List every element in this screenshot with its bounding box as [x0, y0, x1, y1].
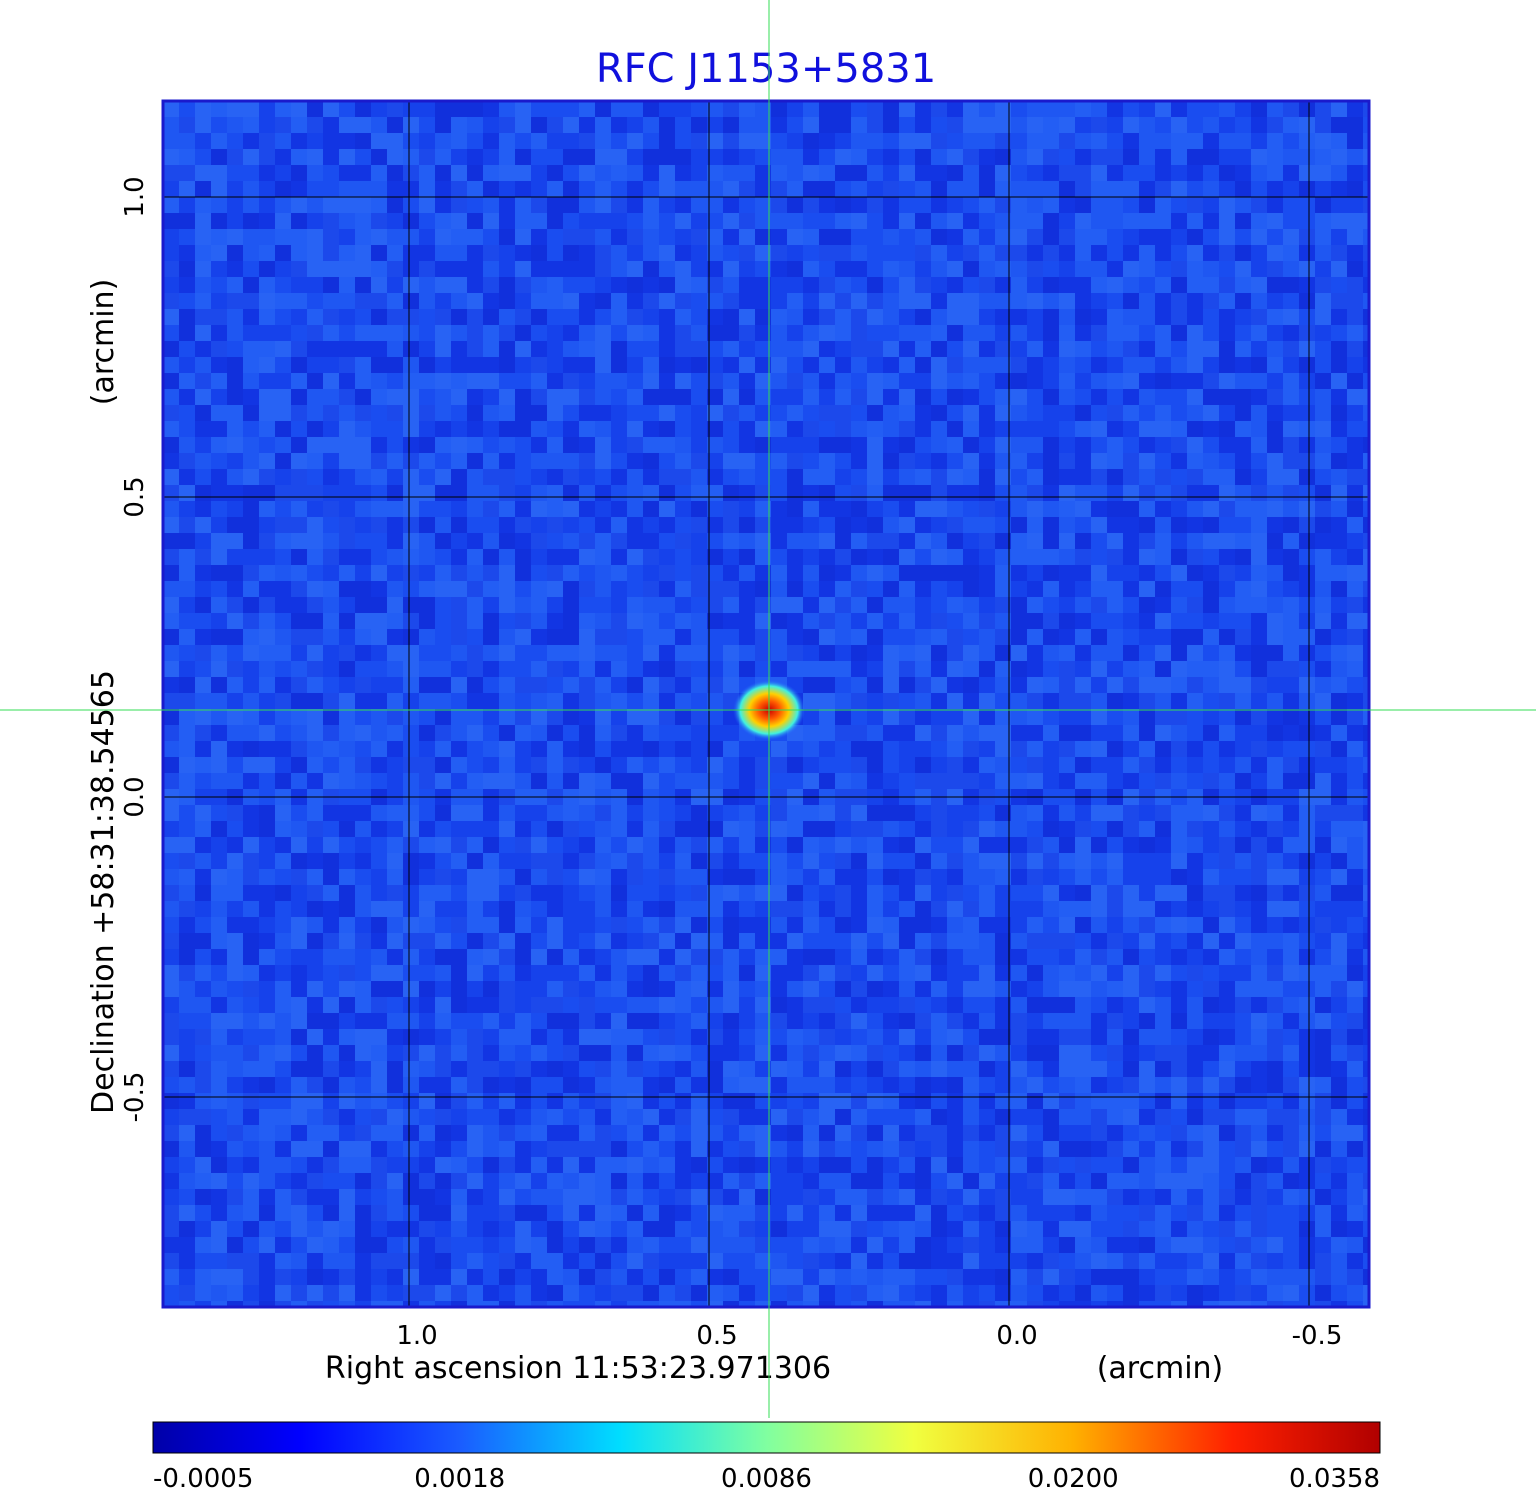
colorbar — [152, 1421, 1381, 1454]
x-axis-label: Right ascension 11:53:23.971306 — [325, 1351, 831, 1386]
x-tick-label: 1.0 — [396, 1321, 437, 1351]
y-tick-label: 1.0 — [120, 176, 150, 217]
y-tick-labels: 1.0 0.5 0.0 -0.5 — [120, 176, 150, 1122]
chart-title: RFC J1153+5831 — [596, 46, 936, 92]
y-tick-label: 0.5 — [120, 476, 150, 517]
y-tick-label: -0.5 — [120, 1072, 150, 1123]
noise-cells — [163, 101, 1369, 1307]
x-tick-label: 0.5 — [696, 1321, 737, 1351]
plot-frame — [161, 99, 1371, 1309]
x-tick-label: -0.5 — [1292, 1321, 1343, 1351]
x-tick-labels: 1.0 0.5 0.0 -0.5 — [396, 1321, 1342, 1351]
colorbar-tick-label: 0.0358 — [1289, 1464, 1380, 1494]
colorbar-tick-label: 0.0018 — [414, 1464, 505, 1494]
y-axis-unit: (arcmin) — [86, 279, 121, 406]
colorbar-tick-label: -0.0005 — [153, 1464, 253, 1494]
coordinate-grid — [163, 101, 1369, 1307]
colorbar-tick-label: 0.0200 — [1028, 1464, 1119, 1494]
colorbar-tick-labels: -0.0005 0.0018 0.0086 0.0200 0.0358 — [153, 1464, 1380, 1494]
x-axis-unit: (arcmin) — [1097, 1351, 1224, 1386]
crosshair — [0, 0, 1536, 1418]
image-field — [163, 101, 1369, 1307]
colorbar-tick-label: 0.0086 — [721, 1464, 812, 1494]
y-tick-label: 0.0 — [120, 776, 150, 817]
y-axis-label: Declination +58:31:38.54565 — [86, 670, 121, 1114]
x-tick-label: 0.0 — [996, 1321, 1037, 1351]
